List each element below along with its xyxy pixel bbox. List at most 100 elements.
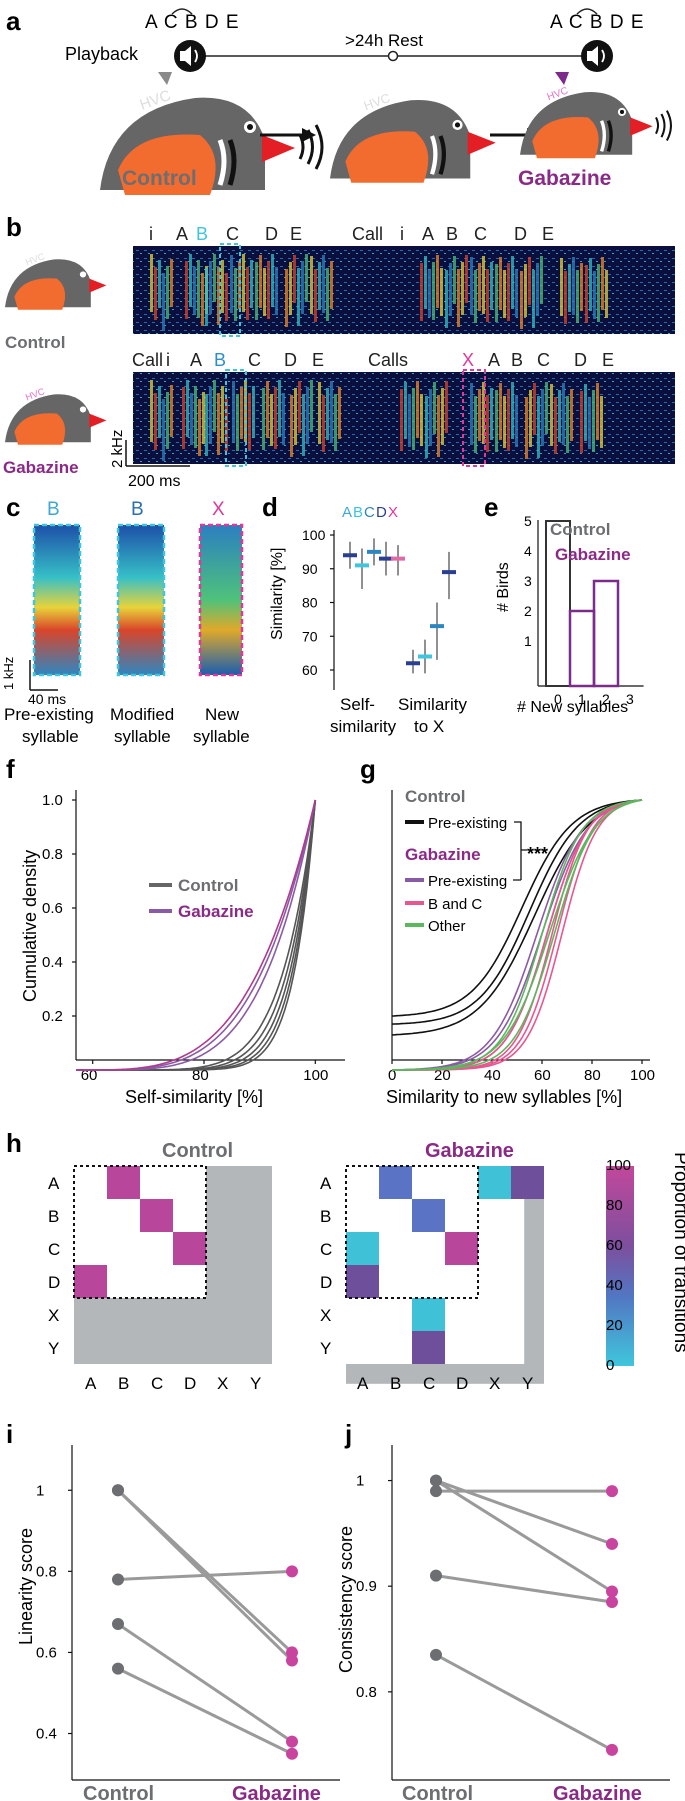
caption-line: New <box>205 705 240 724</box>
y-tick: 0.4 <box>42 954 63 971</box>
spectrogram-blob <box>234 268 237 321</box>
spectrogram-blob <box>194 386 197 448</box>
gabazine-point <box>606 1596 618 1609</box>
cdf-curve <box>391 799 643 1025</box>
panel-label-d: d <box>262 492 278 522</box>
gabazine-point <box>286 1735 298 1748</box>
mean-marker <box>379 556 393 561</box>
legend-gabazine: Gabazine <box>555 545 631 564</box>
panel-label-i: i <box>6 1419 13 1449</box>
y-tick: 3 <box>524 573 532 589</box>
row-label: B <box>48 1207 59 1226</box>
spectrogram-blob <box>209 261 212 314</box>
x-tick: 2 <box>602 691 610 707</box>
syllable-title: B <box>131 499 144 520</box>
col-label: B <box>390 1374 401 1393</box>
spectrogram-blob <box>425 396 428 458</box>
spectrogram-blob <box>495 390 498 452</box>
syllable-label: Call <box>132 350 163 370</box>
spectrogram-blob <box>185 261 188 319</box>
spectrogram-blob <box>271 254 274 307</box>
spectrogram-blob <box>189 254 192 307</box>
spectrogram-blob <box>461 262 464 315</box>
spectrogram-blob <box>470 257 473 315</box>
cdf-curve <box>392 799 643 1071</box>
mean-marker <box>430 624 444 629</box>
row-label: X <box>320 1306 331 1325</box>
spectrogram-blob <box>294 388 297 445</box>
mean-marker <box>418 654 432 659</box>
spectrogram-blob <box>154 393 157 450</box>
header-letter: B <box>353 504 363 521</box>
col-label: X <box>217 1374 228 1393</box>
x-tick: 80 <box>584 1067 601 1084</box>
syllable-label: D <box>514 224 527 244</box>
x-axis-label: # New syllables <box>517 699 628 716</box>
spectrogram-blob <box>246 267 249 320</box>
unobserved-region <box>346 1364 544 1384</box>
spectrogram-blob <box>213 380 216 432</box>
cdf-curve <box>76 799 317 1071</box>
cdf-curve <box>392 799 643 1071</box>
pair-line <box>435 1574 613 1604</box>
mean-marker <box>391 556 405 561</box>
cdf-curve <box>391 799 643 1017</box>
control-point <box>112 1618 124 1631</box>
significance-marker: *** <box>527 844 548 864</box>
spectrogram-blob <box>478 263 481 311</box>
syllable-title: B <box>47 499 60 520</box>
matrix-title-control: Control <box>162 1140 233 1162</box>
row-label: D <box>48 1273 60 1292</box>
spectrogram-blob <box>440 268 443 316</box>
spectrogram-blob <box>326 388 329 440</box>
mean-marker <box>367 549 381 554</box>
spectrogram-blob <box>525 397 528 459</box>
legend-control: Control <box>178 876 238 895</box>
colorbar-tick: 40 <box>606 1277 623 1294</box>
spectrogram-blob <box>225 273 228 321</box>
spectrogram-blob <box>566 396 569 453</box>
spectrogram-blob <box>474 396 477 453</box>
y-tick: 80 <box>302 595 318 611</box>
spectrogram-blob <box>550 384 553 446</box>
caption-line: Pre-existing <box>4 705 94 724</box>
panel-j: j Consistency score 1 0.9 0.8 Control Gaba… <box>336 1419 670 1801</box>
group-label: to X <box>414 717 444 736</box>
y-tick: 1 <box>36 1482 44 1499</box>
spectrogram-blob <box>524 264 527 317</box>
spectrogram-blob <box>424 256 427 309</box>
spectrogram-blob <box>221 260 224 313</box>
spectrogram-blob <box>306 387 309 444</box>
control-point <box>112 1484 124 1497</box>
legend-header-control: Control <box>405 787 465 806</box>
header-letter: A <box>342 504 352 521</box>
bar-gabazine <box>568 609 596 688</box>
spectrogram-blob <box>330 261 333 309</box>
syllable-label: B <box>196 224 208 244</box>
syllable-label: E <box>312 350 324 370</box>
spectrogram-blob <box>600 396 603 448</box>
row-label: B <box>320 1207 331 1226</box>
spectrogram-blob <box>420 263 423 321</box>
colorbar-tick: 100 <box>606 1157 631 1174</box>
legend-item: Pre-existing <box>428 873 507 890</box>
spectrogram-blob <box>266 381 269 438</box>
control-point <box>430 1485 442 1498</box>
spectrogram-blob <box>533 383 536 435</box>
spectrogram-blob <box>240 387 243 439</box>
matrix-title-gabazine: Gabazine <box>425 1140 514 1162</box>
syllable-label: Calls <box>368 350 408 370</box>
row-label: A <box>320 1174 332 1193</box>
bird-icon: HVC <box>5 386 107 445</box>
cdf-curve <box>392 799 643 1071</box>
spectrogram-blob <box>507 263 510 321</box>
x-tick: 20 <box>434 1067 451 1084</box>
gabazine-point <box>606 1743 618 1756</box>
spectrogram-blob <box>162 273 165 331</box>
mean-marker <box>355 563 369 568</box>
spectrogram-blob <box>221 386 224 443</box>
spectrogram-blob <box>230 255 233 313</box>
panel-i: i Linearity score 1 0.8 0.6 0.4 Control Gab… <box>6 1419 340 1801</box>
swap-arrow-right <box>576 8 598 15</box>
spectrogram-blob <box>318 382 321 444</box>
